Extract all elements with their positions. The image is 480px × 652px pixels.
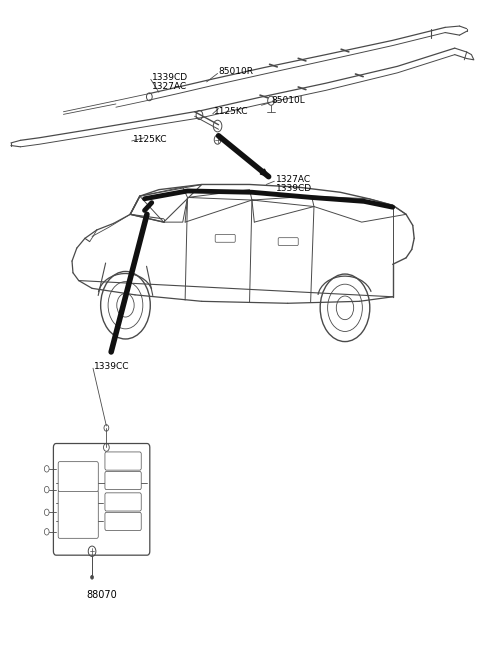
FancyBboxPatch shape <box>215 235 235 243</box>
Text: 1339CD: 1339CD <box>276 184 312 193</box>
FancyBboxPatch shape <box>278 238 298 246</box>
FancyBboxPatch shape <box>105 452 141 470</box>
FancyBboxPatch shape <box>105 512 141 531</box>
Circle shape <box>91 575 94 579</box>
Text: 1125KC: 1125KC <box>132 134 167 143</box>
Text: 1339CC: 1339CC <box>95 362 130 371</box>
Text: 1339CD: 1339CD <box>152 73 188 82</box>
Text: 85010L: 85010L <box>271 96 305 105</box>
FancyBboxPatch shape <box>105 493 141 511</box>
Text: 85010R: 85010R <box>218 67 253 76</box>
Text: 1327AC: 1327AC <box>152 82 187 91</box>
FancyBboxPatch shape <box>105 471 141 490</box>
FancyBboxPatch shape <box>53 443 150 555</box>
Text: 1125KC: 1125KC <box>214 108 248 116</box>
Text: 88070: 88070 <box>86 591 117 600</box>
Text: 1327AC: 1327AC <box>276 175 311 184</box>
FancyBboxPatch shape <box>58 462 98 492</box>
FancyBboxPatch shape <box>58 490 98 539</box>
